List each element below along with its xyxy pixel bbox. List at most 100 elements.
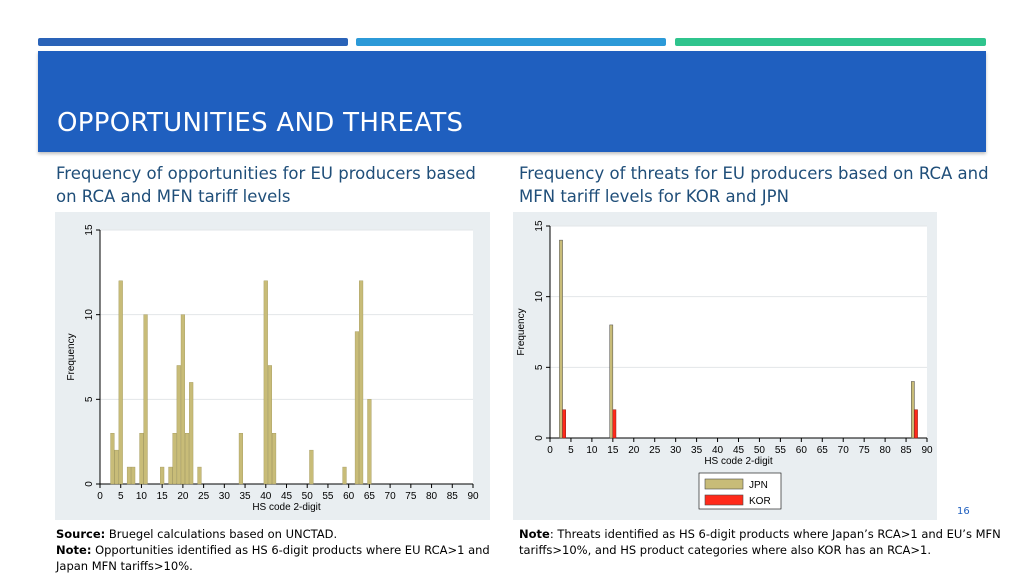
bar [180, 314, 185, 485]
x-tick-label: 15 [607, 445, 619, 456]
y-tick-label: 15 [84, 224, 95, 236]
x-tick-label: 40 [260, 491, 272, 502]
x-axis-title: HS code 2-digit [704, 456, 773, 467]
x-tick-label: 30 [219, 491, 231, 502]
bar [263, 280, 268, 485]
x-tick-label: 15 [157, 491, 169, 502]
y-tick-label: 5 [84, 396, 95, 402]
bar-jpn [911, 381, 915, 439]
accent-bar-blue [38, 38, 348, 46]
x-tick-label: 50 [754, 445, 766, 456]
x-tick-label: 25 [198, 491, 210, 502]
x-tick-label: 80 [880, 445, 892, 456]
legend-label-kor: KOR [749, 496, 771, 507]
source-label: Source: [56, 527, 106, 541]
y-tick-label: 10 [534, 291, 545, 303]
slide-title: OPPORTUNITIES AND THREATS [57, 108, 464, 138]
bar [143, 314, 148, 485]
x-tick-label: 35 [691, 445, 703, 456]
x-tick-label: 60 [343, 491, 355, 502]
x-tick-label: 90 [921, 445, 933, 456]
x-tick-label: 25 [649, 445, 661, 456]
bar [139, 432, 144, 485]
x-tick-label: 55 [775, 445, 787, 456]
bar [114, 449, 119, 485]
x-tick-label: 45 [733, 445, 745, 456]
note-label: Note [519, 527, 550, 541]
right-note: Note: Threats identified as HS 6-digit p… [519, 526, 1019, 558]
y-tick-label: 5 [534, 364, 545, 370]
x-tick-label: 35 [239, 491, 251, 502]
x-tick-label: 75 [859, 445, 871, 456]
x-tick-label: 0 [547, 445, 553, 456]
x-axis-title: HS code 2-digit [252, 502, 321, 513]
bar [309, 449, 314, 485]
bar [126, 466, 132, 485]
legend-swatch-jpn [704, 478, 744, 490]
bar [172, 432, 177, 485]
threats-chart: 0 5 10 15 20 25 30 35 40 45 50 55 60 65 70 75 80 85 90 0 5 10… [516, 220, 933, 510]
legend-label-jpn: JPN [749, 480, 768, 491]
bar-kor [914, 409, 918, 439]
x-tick-label: 85 [447, 491, 459, 502]
x-tick-label: 0 [97, 491, 103, 502]
bar [238, 432, 243, 485]
bar [110, 432, 115, 485]
plot-area [100, 230, 473, 484]
left-chart-subtitle: Frequency of opportunities for EU produc… [56, 164, 476, 206]
x-tick-label: 10 [136, 491, 148, 502]
y-tick-label: 10 [84, 309, 95, 321]
x-tick-label: 85 [900, 445, 912, 456]
opportunities-chart-panel: 0 5 10 15 20 25 30 35 40 45 50 55 60 65 70 75 80 85 90 0 5 10… [55, 212, 490, 520]
note-text: : Threats identified as HS 6-digit produ… [519, 527, 1001, 557]
x-tick-label: 65 [364, 491, 376, 502]
threats-chart-panel: 0 5 10 15 20 25 30 35 40 45 50 55 60 65 70 75 80 85 90 0 5 10… [513, 212, 937, 520]
note-text: Opportunities identified as HS 6-digit p… [56, 543, 490, 573]
x-tick-label: 70 [385, 491, 397, 502]
y-axis-title: Frequency [516, 308, 527, 355]
bar [367, 399, 372, 485]
y-axis-title: Frequency [66, 333, 77, 380]
bar [354, 331, 360, 485]
x-tick-label: 50 [302, 491, 314, 502]
bar-jpn [609, 324, 614, 439]
bar [168, 466, 173, 485]
bar [118, 280, 123, 485]
opportunities-chart: 0 5 10 15 20 25 30 35 40 45 50 55 60 65 70 75 80 85 90 0 5 10… [66, 224, 479, 513]
bar [272, 432, 277, 485]
left-note: Source: Bruegel calculations based on UN… [56, 526, 496, 574]
bar [267, 365, 272, 485]
bar-kor [562, 409, 566, 439]
y-tick-label: 15 [534, 220, 545, 232]
x-tick-label: 30 [670, 445, 682, 456]
x-tick-label: 75 [405, 491, 417, 502]
bar [176, 365, 181, 485]
legend-swatch-kor [704, 494, 744, 506]
accent-bar-lightblue [356, 38, 666, 46]
x-tick-label: 55 [322, 491, 334, 502]
bar [160, 466, 165, 485]
x-tick-label: 65 [817, 445, 829, 456]
x-tick-label: 40 [712, 445, 724, 456]
x-tick-label: 80 [426, 491, 438, 502]
x-tick-label: 20 [628, 445, 640, 456]
title-banner [38, 51, 986, 152]
y-tick-label: 0 [84, 481, 95, 487]
bar [189, 382, 194, 485]
x-tick-label: 5 [568, 445, 574, 456]
note-label: Note: [56, 543, 92, 557]
bar [197, 466, 202, 485]
accent-bar-green [675, 38, 986, 46]
x-tick-label: 45 [281, 491, 293, 502]
bar [184, 432, 190, 485]
plot-area [550, 226, 927, 438]
x-tick-label: 60 [796, 445, 808, 456]
x-tick-label: 5 [118, 491, 124, 502]
y-tick-label: 0 [534, 435, 545, 441]
bar [131, 466, 136, 485]
source-text: Bruegel calculations based on UNCTAD. [105, 527, 338, 541]
x-tick-label: 10 [586, 445, 598, 456]
bar-jpn [559, 239, 563, 439]
bar [359, 280, 364, 485]
x-tick-label: 20 [177, 491, 189, 502]
